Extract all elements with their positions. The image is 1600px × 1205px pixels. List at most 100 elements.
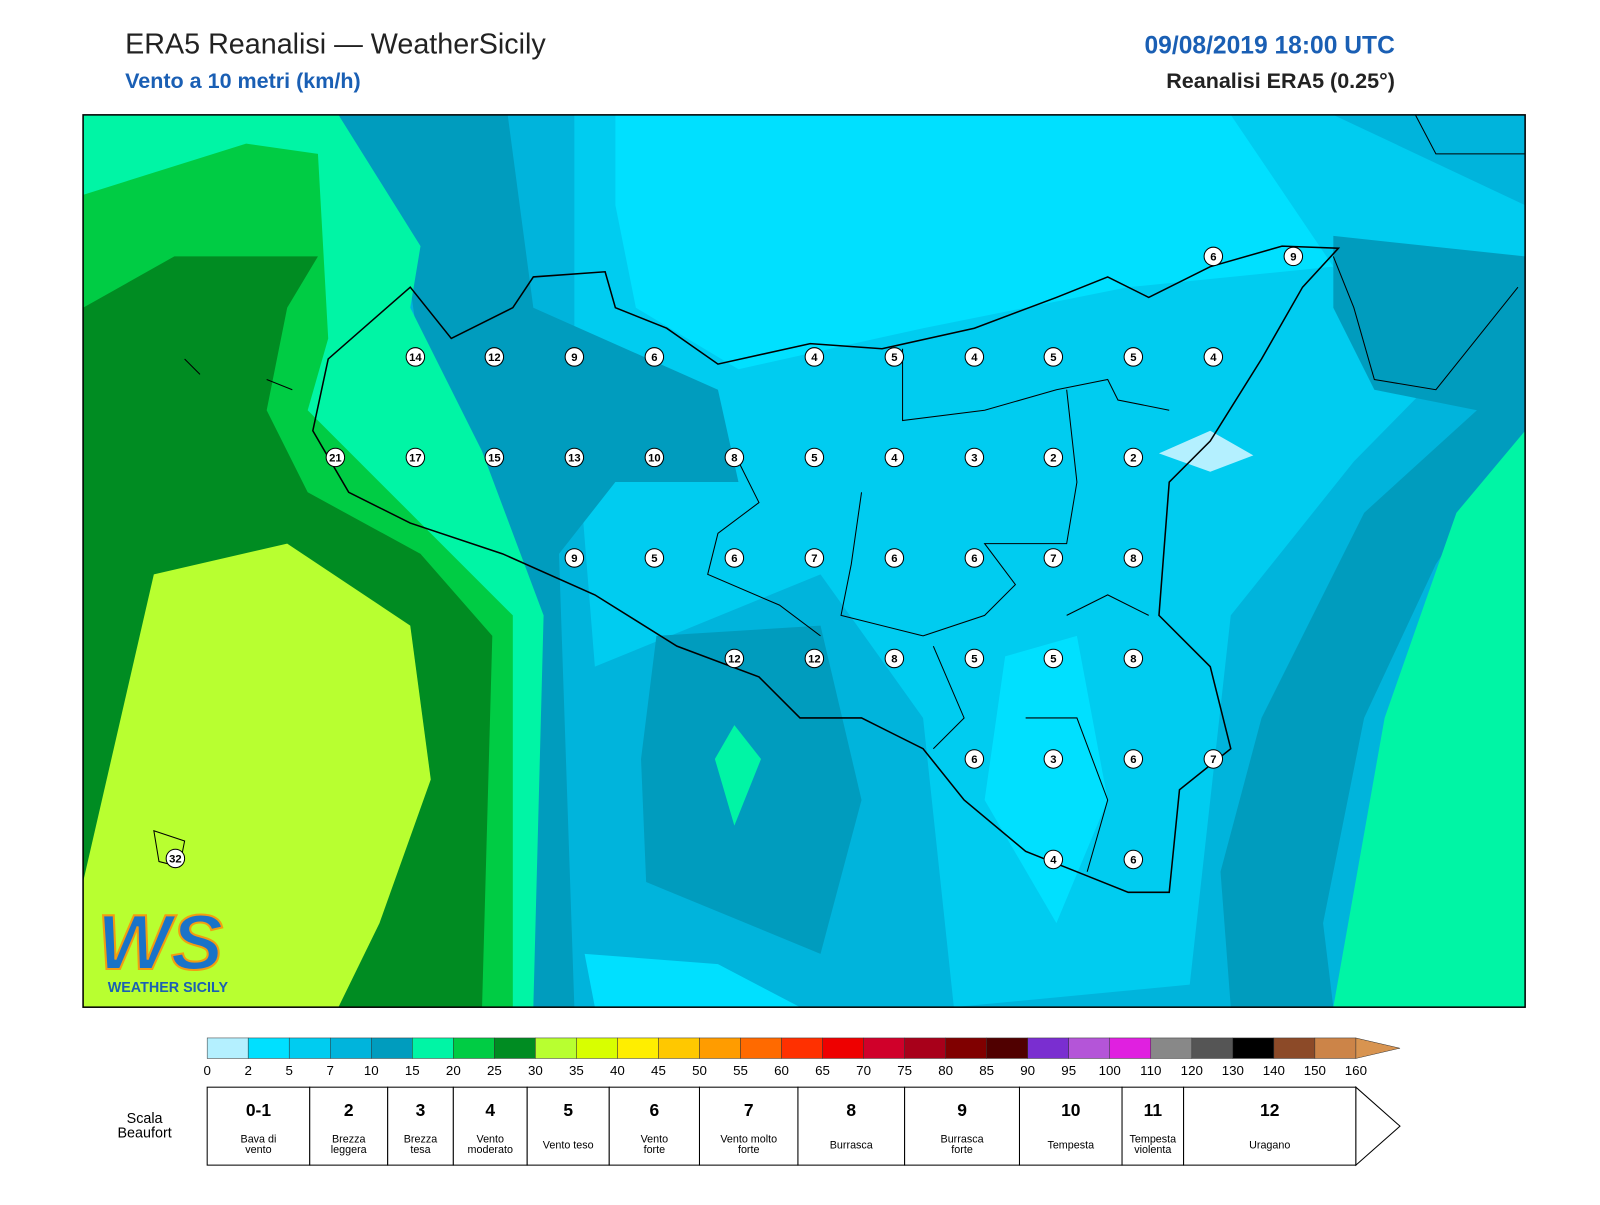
station-value: 5 <box>891 352 897 364</box>
station-value: 5 <box>971 654 977 666</box>
colorbar-tick-label: 160 <box>1345 1063 1367 1078</box>
stations: 6 914 12 9 6 4 5 4 5 5 421 17 15 13 10 8 5 4 3 2 29 5 6 7 6 6 7 812… <box>165 246 1304 870</box>
beaufort-desc: vento <box>245 1144 271 1156</box>
beaufort-force: 5 <box>563 1100 573 1120</box>
station-marker <box>644 447 665 468</box>
beaufort-cell <box>1183 1086 1357 1166</box>
source: Reanalisi ERA5 (0.25°) <box>1166 69 1395 93</box>
colorbar-tick-label: 130 <box>1222 1063 1244 1078</box>
colorbar-tick-label: 75 <box>897 1063 912 1078</box>
beaufort-desc: Brezza <box>404 1134 437 1146</box>
station-value: 5 <box>1050 654 1056 666</box>
beaufort-desc: leggera <box>331 1144 367 1156</box>
colorbar-tick-label: 25 <box>487 1063 502 1078</box>
beaufort-desc: moderato <box>468 1144 513 1156</box>
title: ERA5 Reanalisi — WeatherSicily <box>125 28 546 60</box>
beaufort-desc: Uragano <box>1249 1140 1290 1152</box>
beaufort-arrow <box>1355 1086 1401 1167</box>
station-marker <box>1123 347 1144 367</box>
beaufort-cell <box>1121 1086 1185 1166</box>
station-marker <box>484 347 505 367</box>
station-marker <box>964 548 985 568</box>
station-marker <box>484 447 505 468</box>
station-marker <box>884 347 905 367</box>
beaufort-force: 12 <box>1260 1100 1279 1120</box>
station-value: 12 <box>808 654 821 666</box>
station-marker <box>564 548 585 568</box>
station-marker <box>804 447 825 468</box>
colorbar-segment <box>1314 1037 1357 1059</box>
station-value: 14 <box>409 352 422 364</box>
colorbar-tick-label: 80 <box>938 1063 953 1078</box>
colorbar-tick-label: 55 <box>733 1063 748 1078</box>
station-marker <box>1123 548 1144 568</box>
colorbar-segment <box>1273 1037 1316 1059</box>
wind-field <box>83 114 1526 1008</box>
station-value: 21 <box>329 453 342 465</box>
beaufort-cell <box>797 1086 906 1166</box>
colorbar-segment <box>535 1037 577 1059</box>
station-value: 6 <box>1210 252 1216 264</box>
beaufort-desc: Brezza <box>332 1134 365 1146</box>
beaufort-desc: tesa <box>410 1144 430 1156</box>
beaufort-desc: Tempesta <box>1130 1134 1177 1146</box>
beaufort-desc: Tempesta <box>1047 1140 1094 1152</box>
station-marker <box>1123 849 1144 870</box>
beaufort-cell <box>526 1086 610 1166</box>
colorbar-segment <box>247 1037 290 1059</box>
beaufort-force: 9 <box>957 1100 967 1120</box>
station-marker <box>1123 447 1144 468</box>
beaufort-desc: Vento teso <box>543 1140 594 1152</box>
station-value: 4 <box>891 453 898 465</box>
station-marker <box>165 848 186 869</box>
station-marker <box>724 648 745 669</box>
colorbar-segment <box>617 1037 659 1059</box>
colorbar-segment <box>904 1037 946 1059</box>
station-value: 2 <box>1050 453 1056 465</box>
colorbar: 0 2 5 7 10 15 20 25 30 35 40 45 50 55 60 65 70 75 80 85 90 95… <box>203 1037 1401 1078</box>
station-value: 5 <box>1130 352 1136 364</box>
beaufort-cell <box>1018 1086 1123 1166</box>
colorbar-segment <box>576 1037 618 1059</box>
beaufort-force: 10 <box>1061 1100 1080 1120</box>
station-value: 12 <box>488 352 501 364</box>
colorbar-tick-label: 5 <box>286 1063 293 1078</box>
station-value: 4 <box>971 352 978 364</box>
station-value: 6 <box>1130 855 1136 867</box>
colorbar-segment <box>1191 1037 1234 1059</box>
station-marker <box>964 447 985 468</box>
logo-mark: WS <box>97 898 223 986</box>
station-marker <box>564 347 585 367</box>
colorbar-tick-label: 0 <box>203 1063 210 1078</box>
colorbar-tick-label: 35 <box>569 1063 584 1078</box>
colorbar-segment <box>1232 1037 1275 1059</box>
station-value: 3 <box>971 453 977 465</box>
station-marker <box>884 648 905 669</box>
colorbar-segment <box>699 1037 741 1059</box>
beaufort-force: 4 <box>485 1100 495 1120</box>
colorbar-tick-label: 90 <box>1020 1063 1035 1078</box>
colorbar-tick-label: 15 <box>405 1063 420 1078</box>
colorbar-segment <box>1027 1037 1069 1059</box>
beaufort-desc: Vento <box>641 1134 669 1146</box>
station-value: 4 <box>1210 352 1217 364</box>
station-marker <box>964 648 985 669</box>
beaufort-desc: Bava di <box>241 1134 277 1146</box>
colorbar-segment <box>453 1037 495 1059</box>
colorbar-tick-label: 50 <box>692 1063 707 1078</box>
beaufort-cell <box>309 1086 389 1166</box>
beaufort-desc: Burrasca <box>830 1140 873 1152</box>
station-value: 17 <box>409 453 422 465</box>
station-value: 6 <box>731 553 737 565</box>
station-value: 7 <box>1210 754 1216 766</box>
colorbar-tick-label: 2 <box>244 1063 251 1078</box>
colorbar-tick-label: 100 <box>1099 1063 1121 1078</box>
colorbar-segment <box>658 1037 700 1059</box>
station-value: 10 <box>648 453 661 465</box>
station-value: 15 <box>488 453 501 465</box>
station-marker <box>644 347 665 367</box>
station-value: 6 <box>971 754 977 766</box>
station-value: 5 <box>1050 352 1056 364</box>
colorbar-tick-label: 120 <box>1181 1063 1203 1078</box>
station-value: 2 <box>1130 453 1136 465</box>
